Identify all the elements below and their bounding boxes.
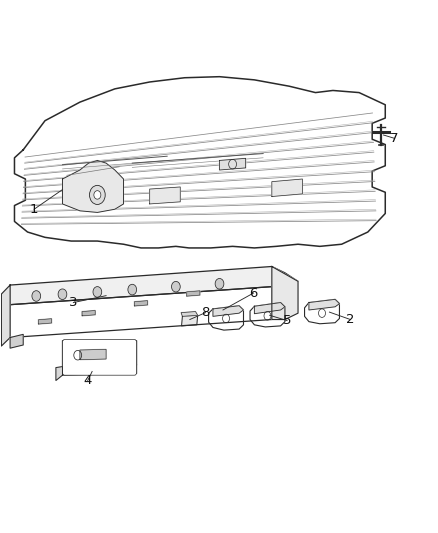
- Polygon shape: [208, 306, 243, 330]
- Polygon shape: [62, 365, 136, 375]
- FancyBboxPatch shape: [62, 340, 136, 375]
- Polygon shape: [10, 287, 271, 337]
- Polygon shape: [149, 187, 180, 204]
- Polygon shape: [254, 303, 284, 314]
- Circle shape: [89, 185, 105, 205]
- Polygon shape: [271, 179, 302, 197]
- Polygon shape: [82, 311, 95, 316]
- Text: 5: 5: [282, 314, 291, 327]
- Text: 7: 7: [389, 132, 397, 144]
- Polygon shape: [56, 367, 62, 381]
- Circle shape: [32, 290, 41, 301]
- Polygon shape: [80, 349, 106, 360]
- Polygon shape: [250, 303, 284, 327]
- Polygon shape: [308, 300, 339, 310]
- Circle shape: [93, 287, 102, 297]
- Text: 4: 4: [83, 374, 92, 387]
- Text: 2: 2: [345, 313, 354, 326]
- Circle shape: [94, 191, 101, 199]
- Text: 8: 8: [201, 306, 209, 319]
- Polygon shape: [181, 312, 197, 317]
- Polygon shape: [212, 306, 243, 317]
- Polygon shape: [62, 341, 136, 367]
- Polygon shape: [62, 160, 123, 213]
- Polygon shape: [219, 158, 245, 170]
- Polygon shape: [134, 301, 147, 306]
- Polygon shape: [39, 319, 51, 324]
- Polygon shape: [304, 300, 339, 324]
- Polygon shape: [271, 266, 297, 319]
- Circle shape: [127, 284, 136, 295]
- Polygon shape: [181, 316, 197, 326]
- Polygon shape: [14, 77, 385, 248]
- Text: 3: 3: [69, 296, 78, 309]
- Polygon shape: [186, 291, 199, 296]
- Circle shape: [58, 289, 67, 300]
- Text: 1: 1: [30, 203, 38, 216]
- Text: 6: 6: [249, 287, 257, 300]
- Polygon shape: [10, 266, 297, 305]
- Circle shape: [171, 281, 180, 292]
- Polygon shape: [10, 334, 23, 348]
- Circle shape: [215, 278, 223, 289]
- Polygon shape: [1, 285, 10, 346]
